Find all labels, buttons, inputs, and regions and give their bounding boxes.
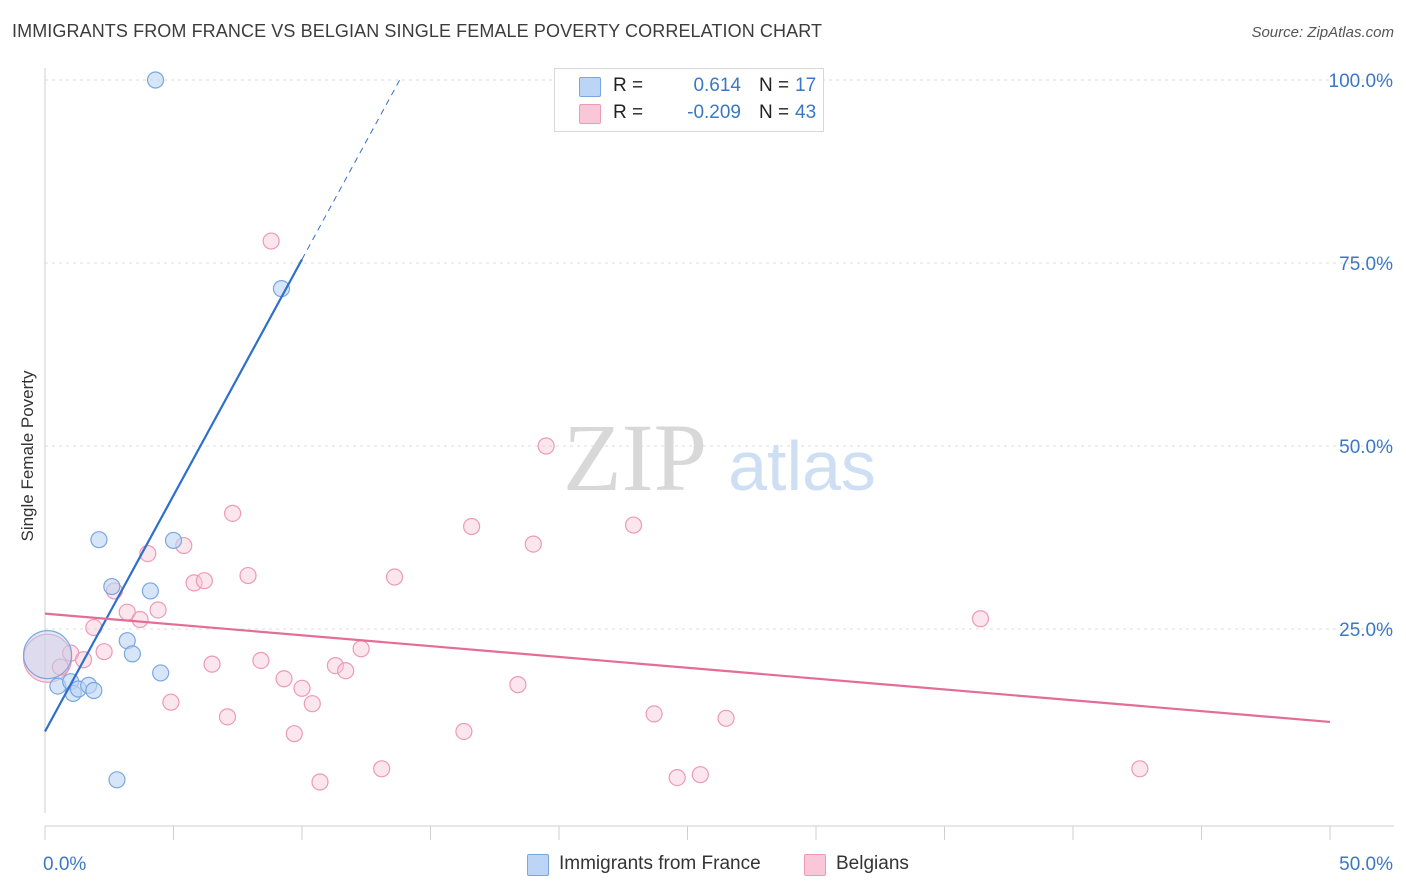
belgians-point (1131, 760, 1149, 778)
watermark: ZIP atlas (563, 404, 876, 511)
x-tick-label: 50.0% (1339, 854, 1393, 875)
belgians-point (624, 516, 643, 534)
belgians-point (275, 670, 293, 688)
belgians-point (311, 773, 329, 791)
france-point (164, 531, 183, 550)
belgians-point (203, 655, 221, 673)
belgians-point (293, 679, 311, 697)
france-trend-extension (301, 79, 401, 260)
france-point (152, 664, 170, 682)
y-tick-label: 75.0% (1339, 254, 1393, 275)
watermark-zip: ZIP (563, 404, 707, 511)
belgians-trend-line (44, 612, 1331, 724)
chart-title: IMMIGRANTS FROM FRANCE VS BELGIAN SINGLE… (12, 21, 823, 41)
grid-lines (45, 79, 1394, 630)
y-tick-label: 50.0% (1339, 437, 1393, 458)
r-label: R = (613, 102, 644, 123)
belgians-point (463, 517, 481, 536)
france-point (22, 630, 73, 680)
watermark-atlas: atlas (728, 427, 876, 505)
belgians-point (352, 640, 370, 658)
n-label: N = (759, 75, 790, 96)
france-point (103, 577, 121, 596)
tick-labels: 25.0% 50.0% 75.0% 100.0% 0.0% 50.0% (43, 71, 1393, 875)
belgians-point (385, 568, 404, 586)
france-swatch (527, 854, 549, 876)
r-value: 0.614 (693, 75, 741, 96)
n-value: 43 (795, 102, 817, 123)
belgians-points (22, 232, 1149, 791)
correlation-legend: R = 0.614 N = 17 R = -0.209 N = 43 (554, 68, 824, 132)
belgians-point (455, 722, 473, 741)
r-label: R = (613, 75, 644, 96)
belgians-point (645, 705, 663, 723)
belgians-point (537, 437, 555, 455)
france-swatch (579, 77, 601, 97)
belgians-point (285, 725, 303, 743)
belgians-point (95, 643, 113, 661)
r-value: -0.209 (687, 102, 741, 123)
belgians-point (162, 693, 180, 711)
belgians-point (717, 709, 735, 727)
belgians-point (185, 574, 203, 592)
belgians-swatch (579, 104, 601, 124)
france-point (85, 681, 103, 700)
france-point (90, 531, 108, 549)
belgians-point (218, 708, 237, 726)
france-trend-line (44, 258, 303, 733)
france-point (108, 771, 126, 789)
n-value: 17 (795, 75, 817, 96)
belgians-point (509, 676, 527, 694)
y-tick-label: 100.0% (1329, 71, 1394, 92)
x-tick-label: 0.0% (43, 854, 86, 875)
belgians-point (668, 768, 686, 787)
belgians-point (303, 695, 321, 713)
belgians-swatch (804, 854, 826, 876)
france-point (123, 645, 141, 663)
belgians-point (337, 662, 355, 680)
belgians-point (252, 651, 270, 670)
belgians-point (971, 610, 990, 628)
y-tick-label: 25.0% (1339, 620, 1393, 641)
belgians-point (373, 760, 391, 778)
belgians-point (149, 601, 167, 619)
series-legend: Immigrants from France Belgians (0, 852, 1406, 878)
france-point (146, 71, 165, 89)
france-points (22, 71, 291, 789)
legend-label: Belgians (836, 853, 909, 874)
belgians-point (262, 232, 280, 250)
trend-lines (44, 79, 1331, 733)
axes (44, 68, 1394, 840)
belgians-point (224, 504, 242, 522)
legend-label: Immigrants from France (559, 853, 761, 874)
belgians-point (524, 535, 542, 553)
n-label: N = (759, 102, 790, 123)
france-point (141, 582, 159, 600)
belgians-point (239, 566, 257, 585)
source-label: Source: ZipAtlas.com (1251, 24, 1394, 41)
belgians-point (691, 766, 709, 784)
belgians-point (131, 610, 149, 629)
belgians-point (326, 656, 345, 675)
belgians-point (195, 572, 213, 590)
